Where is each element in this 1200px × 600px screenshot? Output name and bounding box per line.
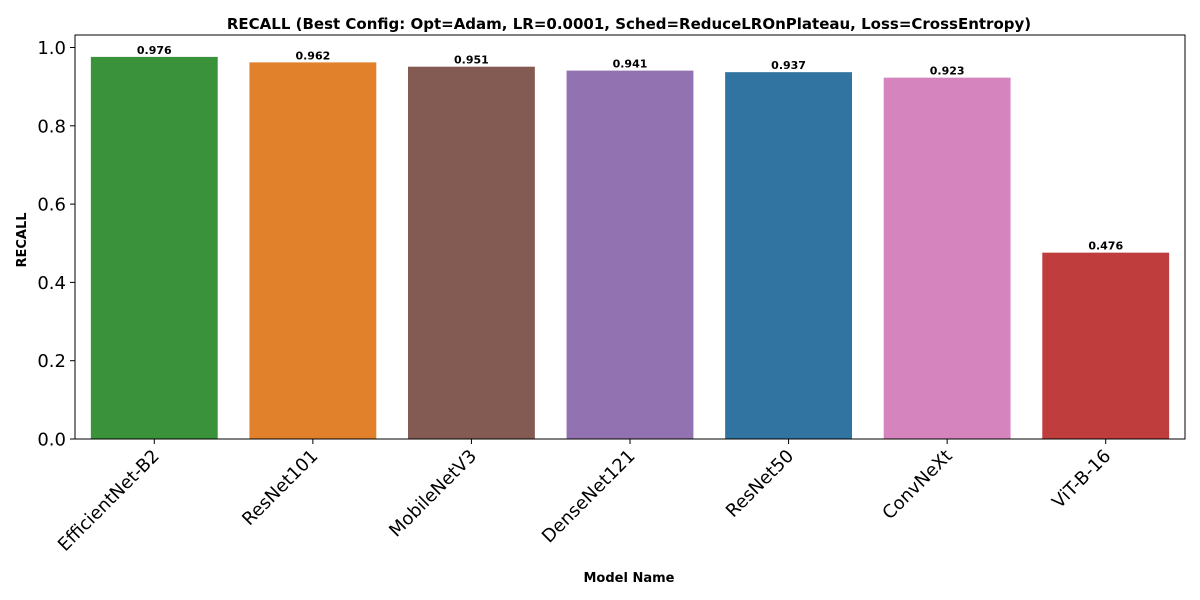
- y-tick-label: 0.0: [37, 430, 66, 451]
- data-label: 0.962: [295, 49, 330, 62]
- x-tick-label: ViT-B-16: [1048, 446, 1115, 513]
- data-label: 0.941: [613, 58, 648, 71]
- x-axis-label: Model Name: [584, 571, 675, 586]
- bar-efficientnet-b2: [90, 56, 218, 440]
- data-label: 0.476: [1088, 240, 1123, 253]
- bar-convnext: [883, 77, 1011, 440]
- y-tick-label: 0.4: [37, 273, 66, 294]
- x-tick-label: DenseNet121: [538, 446, 640, 548]
- y-tick-label: 0.2: [37, 351, 66, 372]
- y-axis-label: RECALL: [15, 212, 30, 267]
- data-label: 0.951: [454, 54, 489, 67]
- y-axis: 0.0 0.2 0.4 0.6 0.8 1.0: [37, 38, 75, 451]
- bar-resnet101: [249, 62, 377, 439]
- bar-vit-b-16: [1042, 252, 1170, 439]
- x-tick-label: EfficientNet-B2: [54, 446, 164, 556]
- bars-layer: 0.976 0.962 0.951 0.941 0.937 0.923 0.476: [90, 44, 1170, 440]
- data-label: 0.923: [930, 65, 965, 78]
- chart-title: RECALL (Best Config: Opt=Adam, LR=0.0001…: [227, 15, 1031, 33]
- x-tick-label: MobileNetV3: [385, 446, 481, 542]
- data-label: 0.937: [771, 59, 806, 72]
- bar-mobilenetv3: [408, 66, 535, 440]
- x-tick-label: ResNet101: [238, 446, 322, 530]
- data-label: 0.976: [137, 44, 172, 57]
- y-tick-label: 0.6: [37, 195, 66, 216]
- bar-densenet121: [566, 70, 694, 439]
- x-tick-label: ResNet50: [722, 446, 798, 522]
- bar-resnet50: [725, 72, 852, 439]
- y-tick-label: 0.8: [37, 116, 66, 137]
- y-tick-label: 1.0: [37, 38, 66, 59]
- x-axis: EfficientNet-B2 ResNet101 MobileNetV3 Dense…: [54, 439, 1115, 556]
- x-tick-label: ConvNeXt: [878, 446, 956, 524]
